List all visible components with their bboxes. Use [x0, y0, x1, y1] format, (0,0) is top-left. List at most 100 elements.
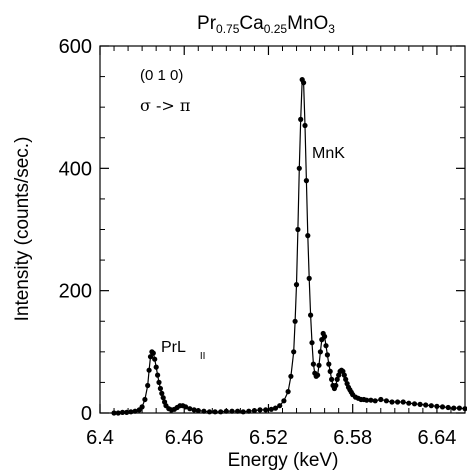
annotation-prl-main: PrL [161, 339, 186, 356]
x-tick-labels: 6.4 6.46 6.52 6.58 6.64 [86, 427, 456, 449]
data-point [277, 403, 283, 409]
y-tick-label: 400 [59, 158, 92, 180]
x-tick-label: 6.46 [165, 427, 204, 449]
data-point [411, 401, 418, 407]
data-point [115, 410, 121, 416]
data-point [423, 402, 429, 408]
y-axis-label: Intensity (counts/sec.) [12, 137, 33, 322]
data-point [308, 312, 314, 318]
annotation-polarization: σ -> π [140, 96, 190, 115]
data-point [298, 116, 304, 122]
data-point [201, 408, 207, 414]
y-tick-label: 0 [81, 403, 92, 425]
data-point [268, 406, 274, 412]
data-point [155, 372, 161, 378]
data-point [183, 404, 189, 410]
title-pr: Pr [197, 13, 217, 34]
data-point [152, 356, 158, 362]
data-point [229, 408, 235, 414]
data-point [187, 406, 193, 412]
data-point [462, 406, 467, 412]
title-o-sub: 3 [328, 22, 335, 36]
data-point [341, 372, 347, 378]
title-mno: MnO [287, 13, 328, 34]
data-point [146, 367, 152, 373]
data-point [309, 340, 315, 346]
x-tick-label: 6.64 [417, 427, 456, 449]
data-point [306, 275, 312, 281]
data-point [400, 399, 406, 405]
data-point [364, 397, 370, 403]
title-ca-sub: 0.25 [264, 22, 288, 36]
data-point [317, 349, 323, 355]
data-point [212, 409, 218, 415]
data-point [263, 407, 269, 413]
data-point [310, 361, 316, 367]
annotation-mnk: MnK [312, 145, 345, 162]
data-point [324, 352, 330, 358]
data-point [323, 343, 329, 349]
data-point [368, 397, 374, 403]
data-point [428, 403, 434, 409]
data-point [445, 404, 451, 411]
data-point [285, 389, 291, 395]
data-point [378, 396, 384, 403]
data-point [302, 122, 308, 129]
data-point [272, 405, 279, 411]
data-point [303, 178, 309, 184]
data-point [153, 364, 159, 370]
data-point [223, 408, 229, 414]
data-point [291, 349, 297, 355]
data-point [251, 408, 257, 414]
data-point [142, 396, 148, 403]
data-point [316, 362, 322, 368]
data-point [292, 318, 298, 324]
data-point [439, 404, 446, 410]
data-point [451, 405, 457, 411]
series-points [111, 77, 467, 416]
data-point [132, 408, 138, 414]
data-point [160, 395, 166, 401]
data-point [281, 398, 287, 404]
x-tick-label: 6.52 [249, 427, 288, 449]
data-point [240, 409, 246, 415]
chart-title: Pr0.75Ca0.25MnO3 [197, 13, 335, 36]
data-point [389, 399, 395, 405]
data-point [119, 409, 126, 415]
data-point [246, 408, 252, 414]
x-tick-label: 6.58 [333, 427, 372, 449]
data-point [329, 376, 335, 382]
title-pr-sub: 0.75 [216, 22, 240, 36]
data-point [128, 409, 134, 415]
data-point [159, 390, 165, 396]
data-point [191, 407, 197, 413]
data-point [417, 401, 423, 407]
data-point [372, 398, 378, 404]
data-point [395, 399, 401, 405]
annotation-prl: PrL II [161, 339, 205, 362]
data-point [257, 407, 263, 413]
data-point [111, 410, 117, 416]
data-point [139, 404, 145, 410]
y-tick-label: 600 [59, 36, 92, 58]
data-point [334, 376, 340, 382]
title-ca: Ca [239, 13, 264, 34]
data-point [195, 408, 201, 414]
data-point [124, 409, 130, 415]
data-point [296, 165, 302, 171]
data-point [295, 226, 301, 233]
data-point [434, 403, 440, 409]
x-tick-label: 6.4 [86, 427, 114, 449]
data-point [218, 409, 224, 415]
data-point [343, 376, 349, 382]
x-axis-label: Energy (keV) [228, 450, 339, 471]
data-point [301, 80, 307, 86]
data-point [288, 373, 294, 379]
data-point [322, 333, 328, 340]
data-point [406, 400, 412, 406]
annotation-prl-sub: II [200, 351, 206, 362]
data-point [235, 408, 241, 414]
data-point [147, 354, 154, 360]
data-point [326, 361, 332, 367]
